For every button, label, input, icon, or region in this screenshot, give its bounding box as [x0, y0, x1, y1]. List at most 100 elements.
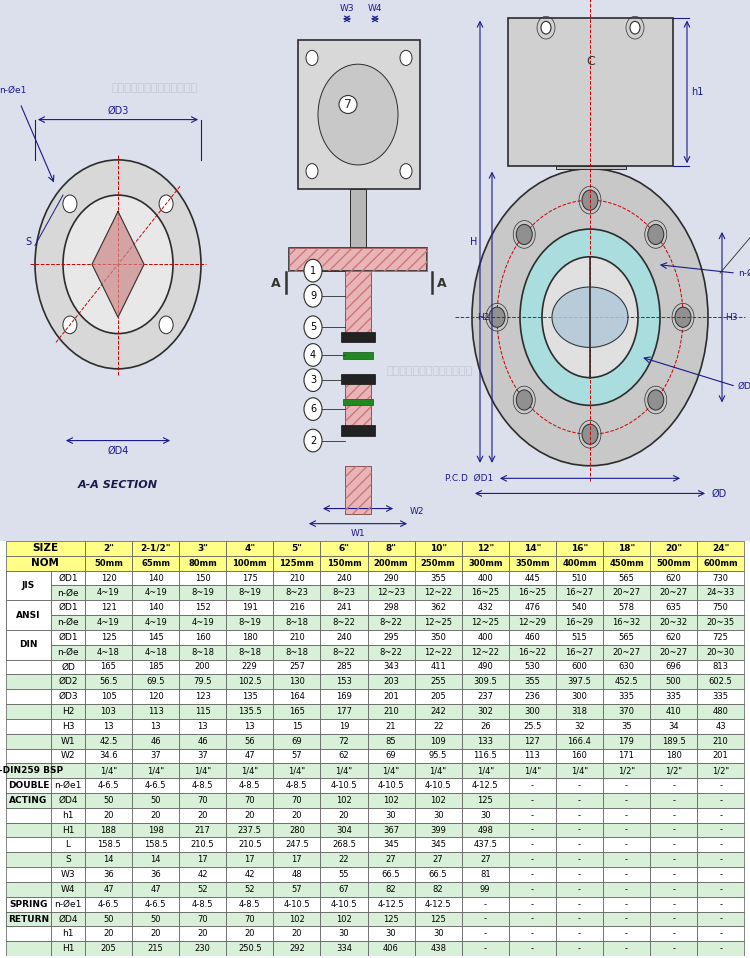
- Text: -: -: [719, 870, 722, 879]
- Circle shape: [63, 195, 173, 333]
- Bar: [415, 778, 462, 793]
- Text: 345: 345: [383, 840, 399, 850]
- Bar: [179, 823, 226, 837]
- Text: 437.5: 437.5: [473, 840, 497, 850]
- Text: 242: 242: [430, 707, 446, 716]
- Bar: [650, 867, 698, 882]
- Text: -: -: [625, 900, 628, 909]
- Bar: [320, 689, 368, 704]
- Bar: [603, 674, 650, 689]
- Text: 12~23: 12~23: [377, 588, 405, 598]
- Bar: [320, 585, 368, 601]
- Bar: [368, 645, 415, 659]
- Bar: [273, 601, 320, 615]
- Bar: [556, 926, 603, 942]
- Bar: [462, 882, 509, 897]
- Bar: [85, 674, 132, 689]
- Text: 16~32: 16~32: [613, 618, 640, 627]
- Bar: [368, 704, 415, 718]
- Text: -: -: [625, 945, 628, 953]
- Bar: [509, 808, 556, 823]
- Text: 10": 10": [430, 544, 447, 553]
- Text: -: -: [531, 929, 534, 938]
- Text: 210: 210: [712, 737, 728, 745]
- Bar: [345, 271, 371, 336]
- Text: 22: 22: [433, 721, 443, 731]
- Bar: [462, 585, 509, 601]
- Bar: [650, 734, 698, 748]
- Text: 4~19: 4~19: [97, 618, 120, 627]
- Text: 42: 42: [244, 870, 255, 879]
- Text: 80mm: 80mm: [188, 559, 217, 568]
- Text: 8~18: 8~18: [285, 648, 308, 656]
- Bar: [226, 541, 273, 556]
- Bar: [132, 585, 179, 601]
- Text: 4-8.5: 4-8.5: [239, 781, 260, 790]
- Text: 95.5: 95.5: [429, 751, 447, 761]
- Text: -: -: [672, 945, 675, 953]
- Text: 540: 540: [572, 604, 587, 612]
- Bar: [6, 823, 51, 837]
- Bar: [368, 571, 415, 585]
- Text: 343: 343: [383, 663, 399, 672]
- Bar: [556, 778, 603, 793]
- Text: 4~18: 4~18: [144, 648, 167, 656]
- Text: 1/4": 1/4": [194, 766, 211, 775]
- Bar: [6, 615, 51, 630]
- Text: H1: H1: [62, 826, 74, 834]
- Text: -: -: [484, 915, 487, 924]
- Bar: [85, 630, 132, 645]
- Bar: [603, 778, 650, 793]
- Text: 14: 14: [104, 855, 114, 864]
- Bar: [415, 674, 462, 689]
- Bar: [509, 718, 556, 734]
- Text: -: -: [719, 840, 722, 850]
- Text: 355: 355: [524, 677, 540, 686]
- Bar: [462, 764, 509, 778]
- Text: -: -: [578, 855, 581, 864]
- Text: h1: h1: [62, 929, 74, 938]
- Text: 46: 46: [150, 737, 161, 745]
- Bar: [226, 793, 273, 808]
- Text: -: -: [531, 945, 534, 953]
- Text: 1/2": 1/2": [665, 766, 682, 775]
- Bar: [368, 734, 415, 748]
- Text: 65mm: 65mm: [141, 559, 170, 568]
- Bar: [698, 571, 744, 585]
- Bar: [226, 734, 273, 748]
- Bar: [603, 764, 650, 778]
- Bar: [226, 853, 273, 867]
- Text: 42.5: 42.5: [99, 737, 118, 745]
- Circle shape: [541, 21, 551, 34]
- Bar: [51, 601, 85, 615]
- Text: 1/4": 1/4": [242, 766, 258, 775]
- Bar: [226, 778, 273, 793]
- Bar: [556, 823, 603, 837]
- Bar: [509, 778, 556, 793]
- Text: 188: 188: [100, 826, 116, 834]
- Bar: [556, 734, 603, 748]
- Bar: [509, 630, 556, 645]
- Bar: [650, 764, 698, 778]
- Text: 4-10.5: 4-10.5: [378, 781, 404, 790]
- Text: 12~22: 12~22: [471, 648, 500, 656]
- Bar: [85, 571, 132, 585]
- Circle shape: [304, 429, 322, 452]
- Bar: [6, 926, 51, 942]
- Text: 102: 102: [336, 915, 352, 924]
- Bar: [179, 942, 226, 956]
- Bar: [415, 748, 462, 764]
- Text: 16": 16": [571, 544, 588, 553]
- Circle shape: [489, 308, 505, 328]
- Text: 210.5: 210.5: [238, 840, 262, 850]
- Text: 82: 82: [386, 885, 396, 894]
- Bar: [462, 601, 509, 615]
- Text: -: -: [484, 945, 487, 953]
- Text: -: -: [484, 929, 487, 938]
- Text: 113: 113: [524, 751, 540, 761]
- Bar: [509, 926, 556, 942]
- Text: 南京莘邦自动化设备有限公司: 南京莘邦自动化设备有限公司: [387, 366, 473, 376]
- Bar: [462, 778, 509, 793]
- Bar: [179, 853, 226, 867]
- Text: S: S: [25, 238, 31, 247]
